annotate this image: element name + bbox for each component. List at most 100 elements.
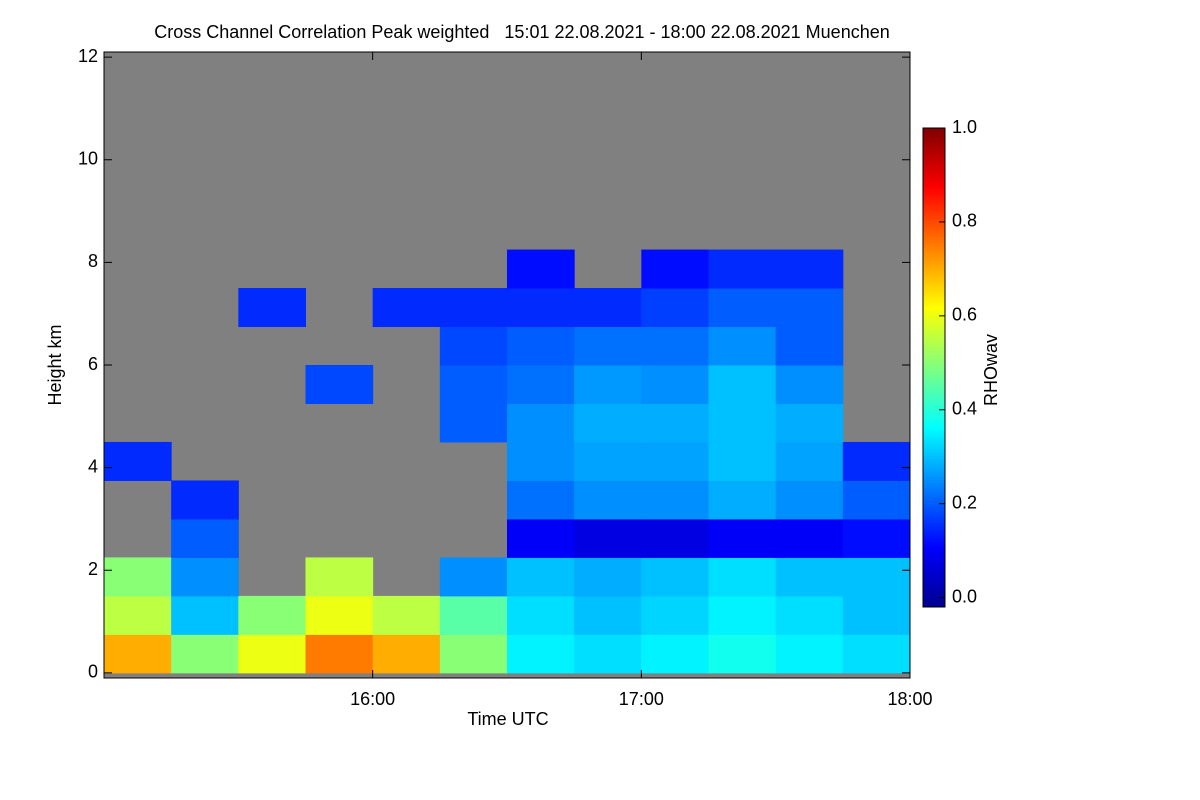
heatmap-cell — [104, 441, 172, 481]
heatmap-cell — [842, 557, 911, 597]
colorbar-tick-label: 0.2 — [952, 492, 977, 512]
heatmap-cell — [507, 634, 575, 674]
heatmap-cell — [507, 557, 575, 597]
heatmap-cell — [641, 441, 709, 481]
y-tick-label: 6 — [88, 354, 98, 374]
heatmap-cell — [574, 595, 642, 635]
heatmap-cell — [171, 480, 239, 520]
heatmap-cell — [775, 441, 844, 481]
y-tick-label: 10 — [78, 149, 98, 169]
heatmap-cell — [507, 480, 575, 520]
heatmap-cell — [171, 557, 239, 597]
heatmap-cell — [842, 518, 911, 558]
heatmap-cell — [372, 634, 441, 674]
heatmap-cell — [104, 634, 172, 674]
heatmap-cell — [305, 595, 374, 635]
x-axis-label: Time UTC — [467, 709, 548, 729]
heatmap-cell — [439, 557, 508, 597]
heatmap-cell — [439, 403, 508, 443]
heatmap-cell — [641, 557, 709, 597]
x-tick-label: 16:00 — [350, 689, 395, 709]
heatmap-cell — [641, 249, 709, 289]
heatmap-cell — [507, 441, 575, 481]
heatmap-cell — [708, 249, 777, 289]
colorbar-tick-label: 0.0 — [952, 586, 977, 606]
heatmap-cell — [842, 595, 911, 635]
heatmap-cell — [507, 249, 575, 289]
heatmap-cell — [775, 365, 844, 404]
colorbar-tick-label: 1.0 — [952, 117, 977, 137]
heatmap-cell — [574, 365, 642, 404]
heatmap-cell — [439, 288, 508, 328]
heatmap-cell — [574, 288, 642, 328]
chart-title: Cross Channel Correlation Peak weighted … — [154, 22, 890, 42]
heatmap-cell — [171, 634, 239, 674]
colorbar-label: RHOwav — [981, 334, 1001, 406]
heatmap-cell — [238, 634, 306, 674]
colorbar-tick-label: 0.6 — [952, 305, 977, 325]
heatmap-cell — [171, 518, 239, 558]
heatmap-cell — [775, 595, 844, 635]
heatmap-cell — [641, 595, 709, 635]
heatmap-cell — [775, 326, 844, 366]
heatmap-cell — [305, 634, 374, 674]
heatmap-cell — [305, 557, 374, 597]
heatmap-cell — [439, 365, 508, 404]
y-tick-label: 8 — [88, 251, 98, 271]
heatmap-cell — [104, 557, 172, 597]
heatmap-cell — [708, 288, 777, 328]
heatmap-cell — [507, 518, 575, 558]
colorbar-tick-label: 0.8 — [952, 211, 977, 231]
x-tick-label: 17:00 — [619, 689, 664, 709]
y-tick-label: 4 — [88, 456, 98, 476]
heatmap-cell — [708, 634, 777, 674]
y-tick-label: 0 — [88, 662, 98, 682]
heatmap-cell — [775, 249, 844, 289]
y-tick-label: 12 — [78, 46, 98, 66]
x-tick-label: 18:00 — [887, 689, 932, 709]
heatmap-cell — [842, 634, 911, 674]
heatmap-cell — [708, 595, 777, 635]
heatmap-cell — [641, 634, 709, 674]
heatmap-cell — [641, 480, 709, 520]
heatmap-cell — [708, 326, 777, 366]
heatmap-cell — [641, 326, 709, 366]
plot-area — [104, 52, 911, 678]
heatmap-cell — [708, 441, 777, 481]
heatmap-cell — [708, 365, 777, 404]
colorbar-tick-label: 0.4 — [952, 399, 977, 419]
heatmap-cell — [708, 518, 777, 558]
heatmap-cell — [574, 557, 642, 597]
colorbar — [922, 127, 946, 608]
heatmap-cell — [372, 595, 441, 635]
heatmap-cell — [507, 288, 575, 328]
axes: 0 2 4 6 8 10 12 16:00 17:00 18:00 0.0 0.2 0.4 0.6 0.8 1… — [78, 46, 977, 709]
heatmap-cell — [238, 595, 306, 635]
heatmap-cell — [775, 480, 844, 520]
heatmap-cell — [641, 288, 709, 328]
heatmap-cell — [641, 403, 709, 443]
heatmap-cell — [439, 326, 508, 366]
heatmap-cell — [574, 480, 642, 520]
heatmap-cell — [507, 595, 575, 635]
heatmap-cell — [775, 288, 844, 328]
heatmap-cell — [842, 441, 911, 481]
y-tick-label: 2 — [88, 559, 98, 579]
heatmap-cell — [104, 595, 172, 635]
heatmap-cell — [574, 326, 642, 366]
heatmap-cell — [641, 365, 709, 404]
heatmap-cell — [574, 634, 642, 674]
y-axis-label: Height km — [45, 324, 65, 405]
heatmap-cell — [171, 595, 239, 635]
heatmap-cell — [708, 480, 777, 520]
heatmap-cell — [305, 365, 374, 404]
heatmap-cell — [507, 365, 575, 404]
heatmap-cell — [574, 403, 642, 443]
heatmap-cell — [641, 518, 709, 558]
heatmap-cell — [574, 441, 642, 481]
heatmap-cell — [439, 634, 508, 674]
heatmap-cell — [842, 480, 911, 520]
heatmap-cell — [775, 518, 844, 558]
heatmap-cell — [775, 634, 844, 674]
